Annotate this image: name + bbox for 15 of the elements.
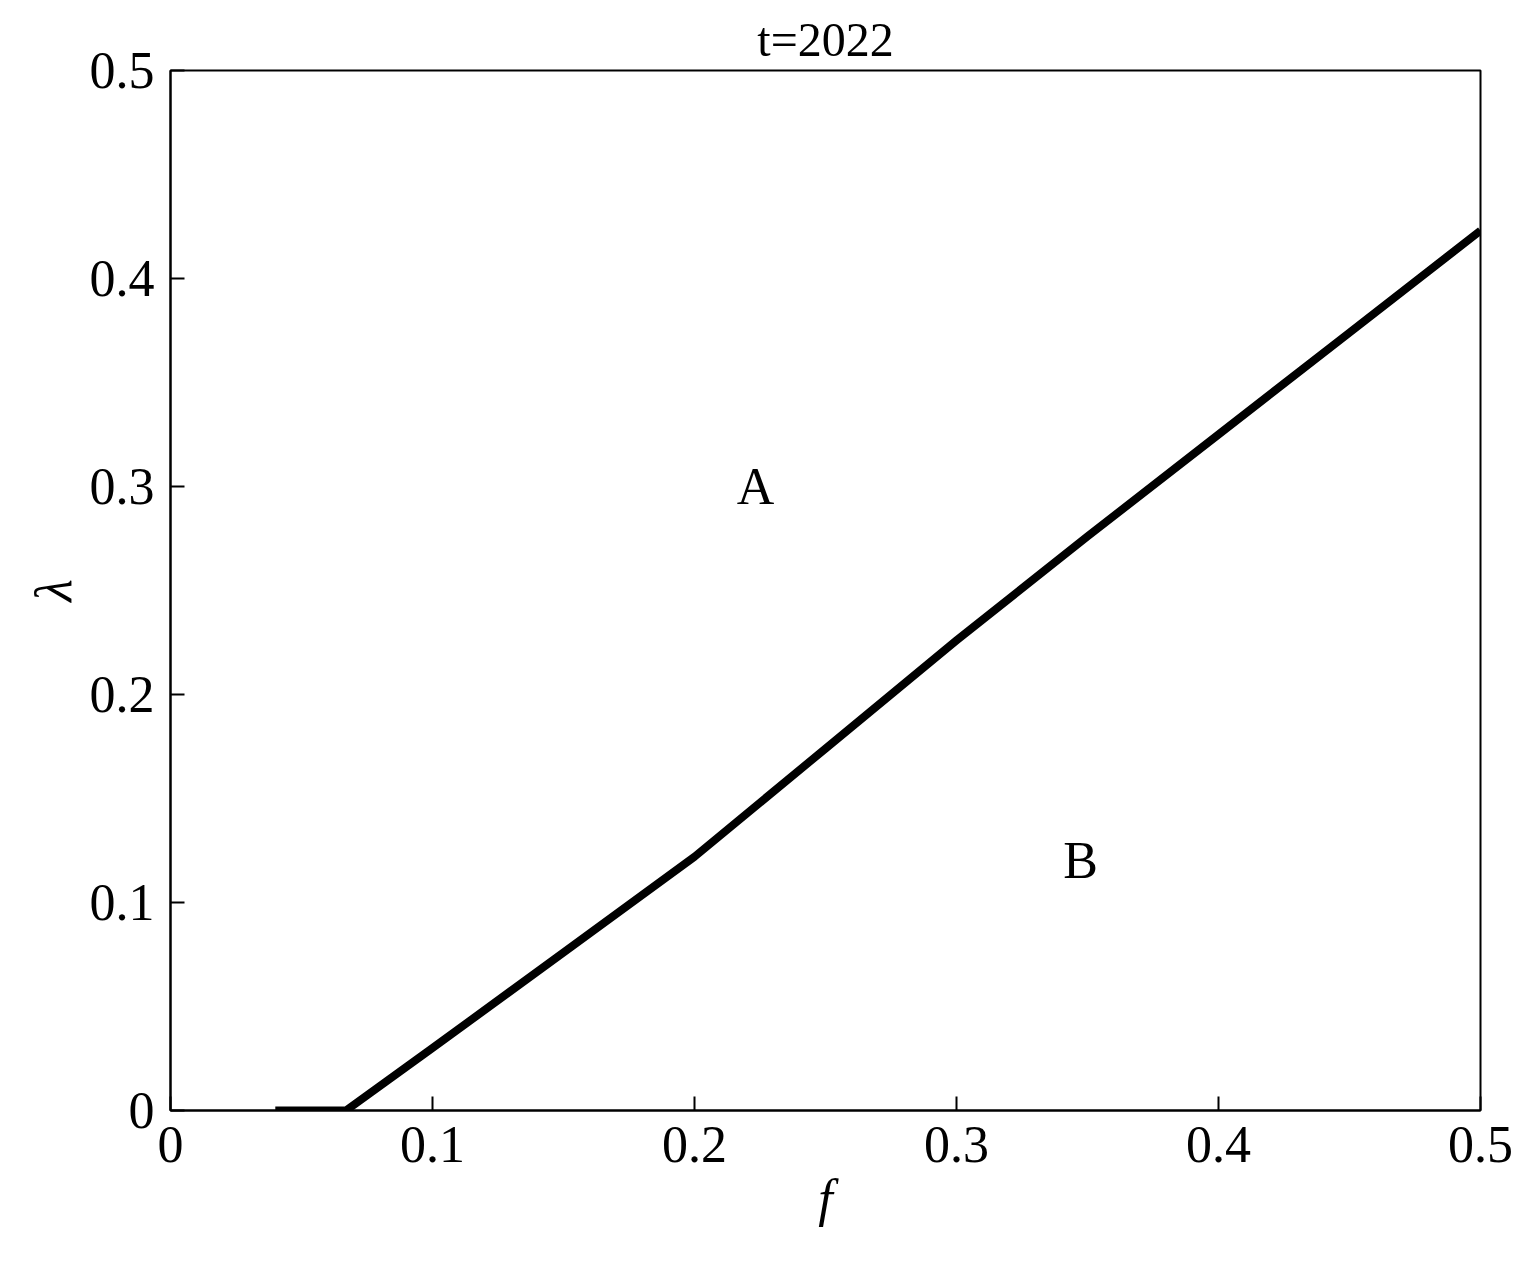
y-axis-title: λ [24, 579, 82, 604]
x-tick-label: 0.2 [662, 1115, 727, 1173]
x-tick-label: 0.1 [400, 1115, 465, 1173]
annotation: B [1063, 832, 1098, 890]
x-tick-label: 0.4 [1186, 1115, 1251, 1173]
y-tick-label: 0.2 [89, 666, 155, 723]
x-tick-label: 0.5 [1448, 1115, 1513, 1173]
y-tick-label: 0.1 [89, 874, 155, 931]
y-tick-label: 0.3 [89, 458, 155, 515]
x-tick-label: 0.3 [924, 1115, 989, 1173]
y-tick-label: 0.5 [89, 42, 155, 99]
x-axis-title: f [818, 1169, 840, 1227]
annotation: A [736, 458, 775, 515]
chart-title: t=2022 [757, 12, 894, 66]
y-tick-label: 0.4 [89, 250, 155, 307]
